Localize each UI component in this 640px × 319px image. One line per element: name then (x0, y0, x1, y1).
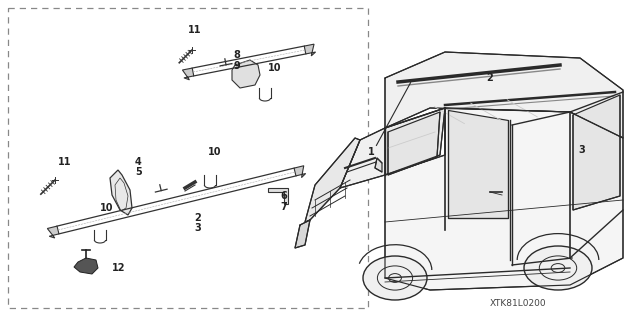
Text: 9: 9 (233, 61, 240, 71)
Text: 3: 3 (578, 145, 585, 155)
Text: 5: 5 (135, 167, 141, 177)
Polygon shape (340, 128, 385, 188)
Text: 11: 11 (58, 157, 72, 167)
Polygon shape (47, 226, 59, 238)
Polygon shape (182, 68, 194, 80)
Polygon shape (110, 170, 132, 215)
Polygon shape (305, 138, 360, 222)
Text: 2: 2 (194, 213, 201, 223)
Polygon shape (385, 108, 623, 290)
Text: 6: 6 (280, 191, 287, 201)
Text: 1: 1 (368, 147, 375, 157)
Bar (8, 8, 368, 308)
Polygon shape (294, 166, 306, 178)
Polygon shape (232, 60, 260, 88)
Text: 10: 10 (268, 63, 282, 73)
Ellipse shape (524, 246, 592, 290)
Polygon shape (573, 95, 620, 210)
Text: 7: 7 (280, 202, 287, 212)
Ellipse shape (363, 256, 427, 300)
Text: 8: 8 (233, 50, 240, 60)
Text: 11: 11 (188, 25, 202, 35)
Text: 3: 3 (194, 223, 201, 233)
Text: 4: 4 (135, 157, 141, 167)
Polygon shape (268, 188, 288, 204)
Text: XTK81L0200: XTK81L0200 (490, 299, 547, 308)
Text: 12: 12 (112, 263, 125, 273)
Text: 2: 2 (486, 73, 493, 83)
Polygon shape (385, 108, 445, 175)
Polygon shape (388, 112, 440, 175)
Polygon shape (74, 258, 98, 274)
Polygon shape (385, 52, 623, 138)
Text: 10: 10 (208, 147, 221, 157)
Text: 10: 10 (100, 203, 113, 213)
Polygon shape (448, 110, 508, 218)
Polygon shape (295, 220, 310, 248)
Polygon shape (375, 158, 382, 172)
Polygon shape (304, 44, 316, 56)
